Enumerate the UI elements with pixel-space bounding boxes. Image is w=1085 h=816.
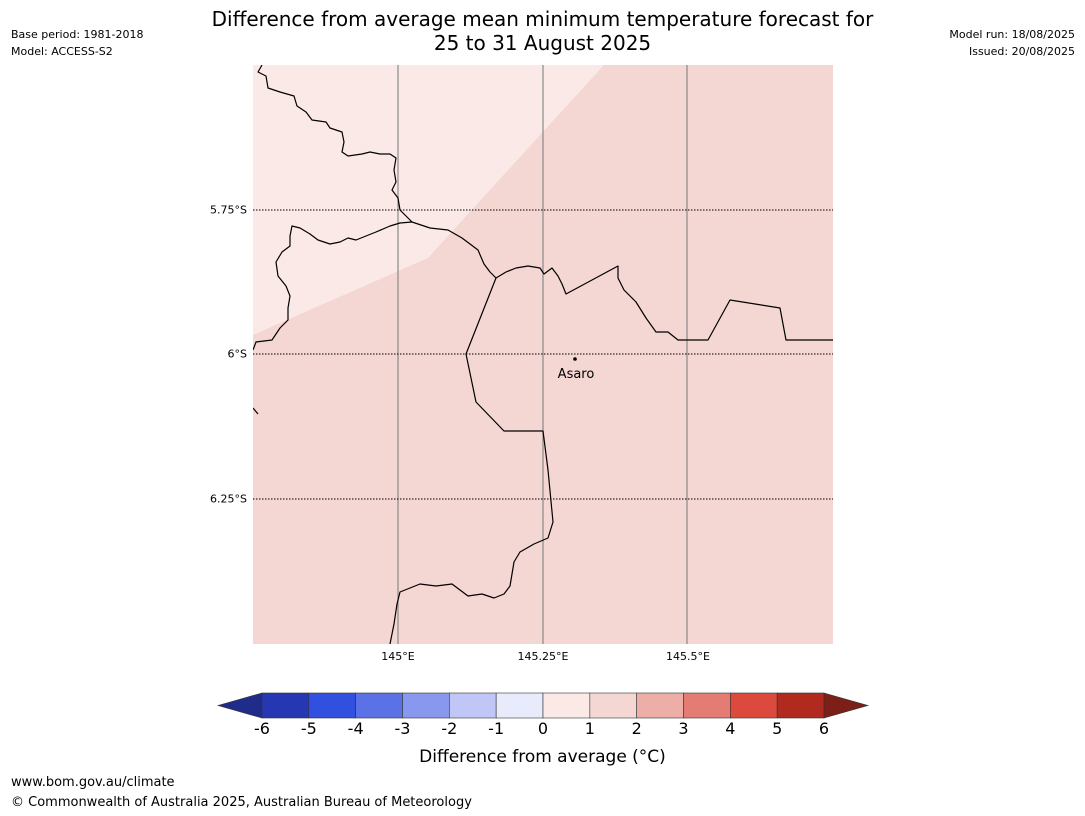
meta-left: Base period: 1981-2018 Model: ACCESS-S2 [11,26,143,60]
colorbar-tick-label: -2 [441,719,458,738]
colorbar-tick-label: 5 [772,719,783,738]
coastline-fragment [253,407,259,415]
province-boundary-central [411,221,833,341]
footer-copyright: © Commonwealth of Australia 2025, Austra… [11,795,472,810]
colorbar-segment [589,692,637,719]
lon-label-145-25e: 145.25°E [517,650,569,663]
province-boundary-north [253,65,413,351]
colorbar-segment [355,692,403,719]
footer-url: www.bom.gov.au/climate [11,775,175,790]
colorbar-arrow-low [216,692,263,719]
lat-label-6-25s: 6.25°S [210,492,247,506]
lat-label-5-75s: 5.75°S [210,203,247,217]
lat-label-6s: 6°S [227,347,247,361]
map-area [253,65,833,644]
colorbar-tick-label: -6 [254,719,270,738]
colorbar-segment [495,692,544,719]
map-title: Difference from average mean minimum tem… [0,7,1085,55]
province-boundary-south [389,277,554,644]
anomaly-band-0-to-1 [253,65,604,335]
colorbar-segment [449,692,497,719]
colorbar-tick-label: 0 [537,719,549,738]
colorbar-tick-label: -4 [347,719,364,738]
colorbar-tick-label: 6 [818,719,830,738]
model-text: Model: ACCESS-S2 [11,45,113,58]
colorbar-tick-label: 3 [678,719,689,738]
colorbar-segment [261,692,310,719]
colorbar-segment [402,692,450,719]
lon-label-145-5e: 145.5°E [666,650,710,663]
colorbar-tick-label: -3 [394,719,411,738]
colorbar-segment [730,692,778,719]
colorbar-segment [636,692,684,719]
base-period-text: Base period: 1981-2018 [11,28,144,41]
title-line-2: 25 to 31 August 2025 [433,31,652,55]
colorbar-tick-label: 2 [631,719,642,738]
issued-text: Issued: 20/08/2025 [968,45,1075,58]
colorbar-label: Difference from average (°C) [419,747,666,767]
colorbar [216,692,870,719]
colorbar-segment [683,692,731,719]
town-marker-asaro [573,357,577,361]
meta-right: Model run: 18/08/2025 Issued: 20/08/2025 [949,26,1075,60]
colorbar-arrow-high [823,692,870,719]
colorbar-segment [776,692,825,719]
colorbar-tick-label: 4 [725,719,736,738]
colorbar-segment [542,692,591,719]
colorbar-tick-label: -1 [488,719,505,738]
lon-label-145e: 145°E [381,650,415,663]
colorbar-tick-label: 1 [584,719,595,738]
colorbar-tick-label: -5 [300,719,317,738]
colorbar-segment [308,692,356,719]
title-line-1: Difference from average mean minimum tem… [211,7,874,31]
town-label-asaro: Asaro [558,367,595,382]
model-run-text: Model run: 18/08/2025 [949,28,1075,41]
